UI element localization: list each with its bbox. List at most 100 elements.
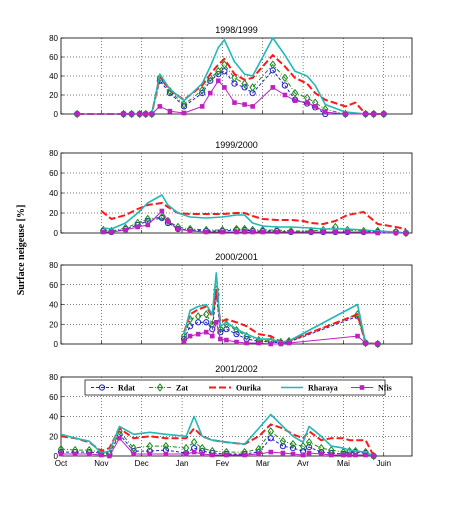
data-point xyxy=(268,341,274,347)
data-point xyxy=(318,451,324,457)
data-point xyxy=(187,333,193,339)
series-nfis xyxy=(74,78,387,117)
x-tick-label: Dec xyxy=(135,459,149,468)
data-point xyxy=(381,111,387,117)
data-point xyxy=(403,230,409,236)
data-point xyxy=(107,453,112,459)
data-point xyxy=(163,451,169,457)
data-point xyxy=(361,229,366,235)
data-point xyxy=(209,333,215,339)
legend-item: Zat xyxy=(149,383,188,393)
series-line xyxy=(183,289,378,345)
panel-4: 0 20 40 60 80 Oct Nov Dec Jan Fev Mar Avr Mai Juin 200… xyxy=(49,364,413,468)
data-point xyxy=(203,319,210,326)
data-point xyxy=(234,229,239,235)
y-tick-label: 60 xyxy=(49,393,58,402)
data-point xyxy=(146,441,153,451)
data-point xyxy=(159,208,165,214)
data-point xyxy=(231,73,238,83)
series-rharaya xyxy=(103,194,406,234)
data-point xyxy=(279,443,286,450)
data-point xyxy=(363,111,368,117)
data-point xyxy=(207,77,214,84)
legend-label: Rharaya xyxy=(308,384,338,393)
series-line xyxy=(60,413,375,457)
data-point xyxy=(363,452,368,458)
data-point xyxy=(312,104,318,109)
series-nfis xyxy=(58,435,376,459)
legend-item: Nfis xyxy=(351,384,392,393)
data-point xyxy=(198,443,206,453)
data-point xyxy=(216,78,221,84)
series-ourika xyxy=(100,202,407,230)
data-point xyxy=(220,229,225,235)
data-point xyxy=(165,218,171,224)
series-line xyxy=(183,272,378,345)
data-point xyxy=(203,229,209,235)
data-point xyxy=(292,98,298,104)
data-point xyxy=(286,340,292,346)
data-point xyxy=(308,229,314,235)
data-point xyxy=(137,111,142,117)
data-point xyxy=(274,229,280,235)
data-point xyxy=(256,340,261,346)
data-point xyxy=(278,341,284,347)
legend-label: Ourika xyxy=(236,384,261,393)
data-point xyxy=(199,90,206,97)
data-point xyxy=(117,435,122,441)
y-tick-label: 20 xyxy=(49,91,58,100)
data-point xyxy=(242,102,247,107)
y-axis-label: Surface neigeuse [%] xyxy=(16,205,27,296)
data-point xyxy=(375,230,381,236)
data-point xyxy=(223,326,230,333)
data-point xyxy=(260,229,266,235)
data-point xyxy=(353,452,358,458)
legend: Rdat Zat Ourika Rharaya Nfis xyxy=(84,379,392,396)
data-point xyxy=(129,111,134,117)
data-point xyxy=(345,229,350,235)
data-point xyxy=(143,111,149,117)
grid-lines xyxy=(61,38,412,114)
data-point xyxy=(101,229,106,235)
data-point xyxy=(269,60,277,69)
legend-label: Nfis xyxy=(378,384,392,393)
y-tick-label: 20 xyxy=(49,432,58,441)
series-line xyxy=(183,288,378,345)
data-point xyxy=(242,452,247,458)
data-point xyxy=(282,92,288,98)
x-tick-label: Fev xyxy=(216,459,229,468)
x-tick-label: Mai xyxy=(337,459,350,468)
legend-item: Rdat xyxy=(91,384,135,393)
data-point xyxy=(224,337,229,343)
data-point xyxy=(191,449,197,455)
data-point xyxy=(209,452,215,458)
series-line xyxy=(77,69,384,115)
y-tick-label: 80 xyxy=(49,34,58,43)
data-point xyxy=(233,331,240,338)
data-point xyxy=(181,110,187,116)
data-point xyxy=(130,443,137,453)
data-point xyxy=(135,224,140,230)
y-tick-label: 40 xyxy=(49,301,58,310)
data-point xyxy=(215,67,222,76)
data-point xyxy=(147,451,153,457)
data-point xyxy=(291,88,299,98)
data-point xyxy=(244,340,249,346)
data-point xyxy=(267,435,274,442)
x-tick-label: Mar xyxy=(256,459,270,468)
data-point xyxy=(333,229,338,235)
data-point xyxy=(317,443,325,453)
panel-title: 1999/2000 xyxy=(215,140,258,150)
grid-lines xyxy=(61,265,412,344)
panel-title: 1998/1999 xyxy=(215,25,258,35)
data-point xyxy=(270,85,276,90)
data-point xyxy=(256,451,261,457)
series-line xyxy=(61,437,374,457)
data-point xyxy=(224,452,229,458)
series-rharaya xyxy=(183,272,378,345)
y-tick-label: 60 xyxy=(49,53,58,62)
grid-lines xyxy=(61,377,412,456)
data-point xyxy=(343,111,348,117)
series-line xyxy=(103,194,406,234)
plot-area xyxy=(60,264,413,345)
